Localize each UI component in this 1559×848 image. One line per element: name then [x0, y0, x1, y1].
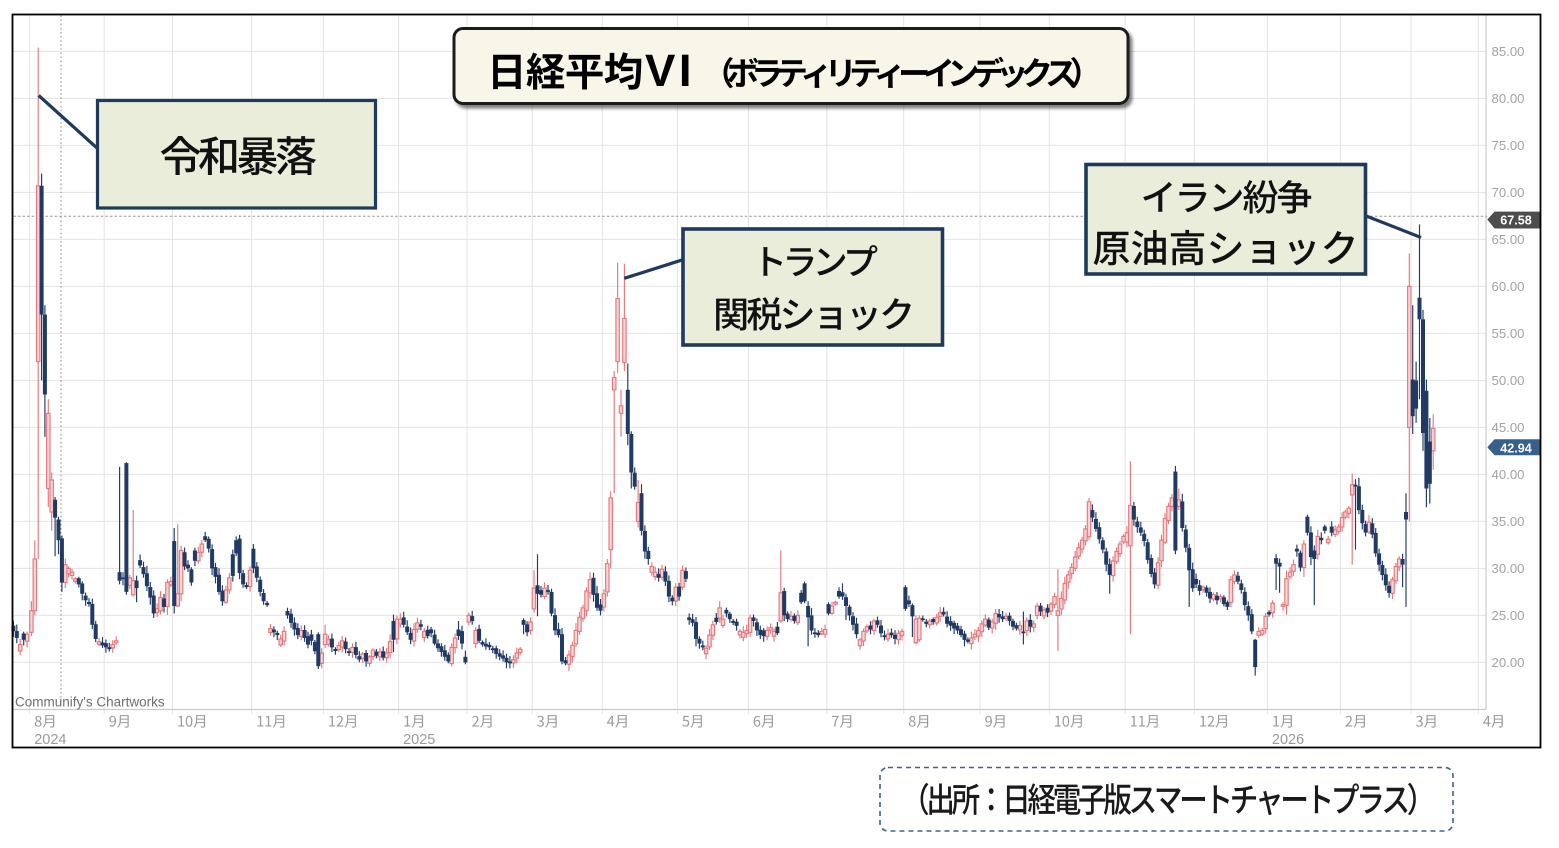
svg-text:2026: 2026 [1272, 732, 1304, 748]
svg-text:85.00: 85.00 [1492, 44, 1525, 59]
svg-text:50.00: 50.00 [1492, 373, 1525, 388]
svg-text:2024: 2024 [34, 732, 66, 748]
svg-text:Communify's Chartworks: Communify's Chartworks [15, 695, 165, 710]
svg-text:70.00: 70.00 [1492, 185, 1525, 200]
svg-text:25.00: 25.00 [1492, 608, 1525, 623]
svg-text:35.00: 35.00 [1492, 514, 1525, 529]
svg-text:45.00: 45.00 [1492, 420, 1525, 435]
svg-text:80.00: 80.00 [1492, 91, 1525, 106]
svg-text:42.94: 42.94 [1500, 441, 1532, 455]
svg-text:2025: 2025 [403, 732, 435, 748]
svg-text:VI: VI [645, 45, 695, 96]
svg-text:55.00: 55.00 [1492, 326, 1525, 341]
svg-text:40.00: 40.00 [1492, 467, 1525, 482]
svg-text:75.00: 75.00 [1492, 138, 1525, 153]
svg-text:65.00: 65.00 [1492, 232, 1525, 247]
svg-text:30.00: 30.00 [1492, 561, 1525, 576]
svg-text:60.00: 60.00 [1492, 279, 1525, 294]
svg-text:20.00: 20.00 [1492, 655, 1525, 670]
svg-text:67.58: 67.58 [1500, 214, 1532, 228]
